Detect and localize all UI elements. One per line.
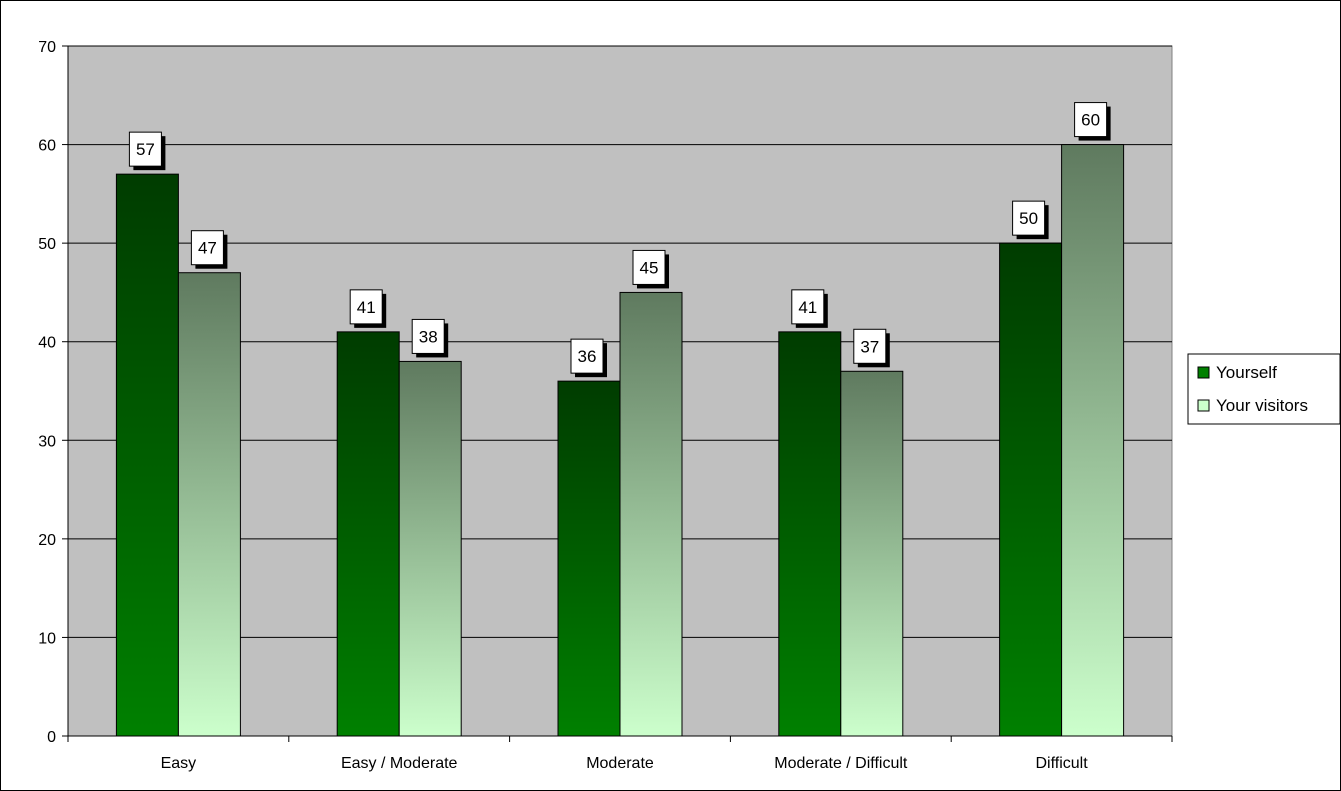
data-label-box xyxy=(632,249,666,285)
legend-box xyxy=(1187,353,1340,425)
y-tick-label: 20 xyxy=(38,532,56,549)
data-label: 50 xyxy=(1019,209,1038,228)
bar xyxy=(398,360,462,737)
data-label: 60 xyxy=(1081,111,1100,130)
y-tick-label: 0 xyxy=(47,729,56,746)
data-label-box xyxy=(190,230,224,266)
data-label: 47 xyxy=(198,239,217,258)
x-tick-label: Moderate / Difficult xyxy=(774,755,908,772)
x-tick-label: Easy / Moderate xyxy=(341,755,458,772)
bar xyxy=(115,173,179,737)
y-tick-label: 30 xyxy=(38,433,56,450)
y-tick-label: 50 xyxy=(38,236,56,253)
y-tick-label: 40 xyxy=(38,335,56,352)
data-label-box xyxy=(1074,102,1108,138)
data-label-box xyxy=(791,289,825,325)
bar xyxy=(619,291,683,737)
data-label: 41 xyxy=(798,298,817,317)
data-labels: 57 47 41 38 36 45 41 37 50 60 xyxy=(128,102,1111,378)
data-label: 36 xyxy=(578,347,597,366)
legend-entry: Yourself xyxy=(1216,363,1277,382)
x-tick-label: Difficult xyxy=(1036,755,1089,772)
bar xyxy=(336,331,400,737)
data-label: 41 xyxy=(357,298,376,317)
x-tick-label: Easy xyxy=(161,755,197,772)
data-label: 37 xyxy=(860,337,879,356)
data-label-box xyxy=(853,328,887,364)
data-label: 45 xyxy=(640,258,659,277)
data-label-box xyxy=(411,318,445,354)
legend: Yourself Your visitors xyxy=(1187,353,1340,425)
bar xyxy=(557,380,621,737)
gridlines xyxy=(68,45,1172,638)
bar xyxy=(177,272,241,737)
legend-swatch xyxy=(1197,366,1210,379)
bar xyxy=(1061,144,1125,737)
y-tick-label: 70 xyxy=(38,39,56,56)
data-label-box xyxy=(128,131,162,167)
bar xyxy=(840,370,904,737)
data-label: 57 xyxy=(136,140,155,159)
y-tick-label: 60 xyxy=(38,138,56,155)
axes: 0 10 20 30 40 50 60 70 Easy Easy / Moderate Modera… xyxy=(38,39,1173,772)
data-label-box xyxy=(349,289,383,325)
bar xyxy=(778,331,842,737)
data-label-box xyxy=(570,338,604,374)
bar xyxy=(999,242,1063,737)
bars xyxy=(115,144,1125,737)
legend-entry: Your visitors xyxy=(1216,396,1308,415)
y-tick-label: 10 xyxy=(38,630,56,647)
x-tick-label: Moderate xyxy=(586,755,654,772)
legend-swatch xyxy=(1197,399,1210,412)
data-label-box xyxy=(1012,200,1046,236)
data-label: 38 xyxy=(419,327,438,346)
